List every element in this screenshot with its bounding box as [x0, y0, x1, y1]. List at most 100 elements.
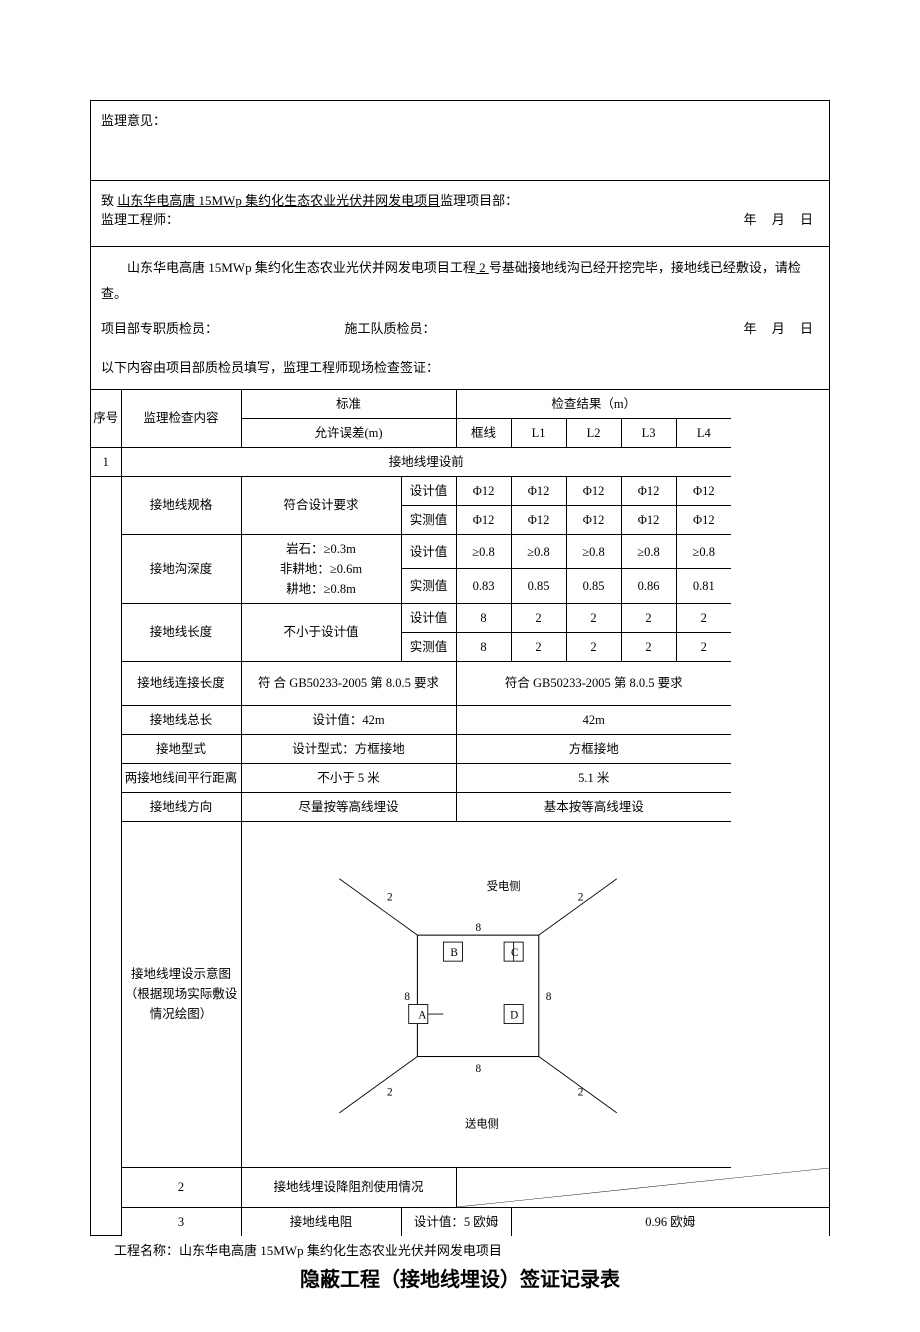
dir-result: 基本按等高线埋设 [456, 792, 731, 821]
spec-d-4: Φ12 [676, 476, 731, 505]
conn-result: 符合 GB50233-2005 第 8.0.5 要求 [456, 661, 731, 705]
depth-d-1: ≥0.8 [511, 534, 566, 569]
node-b: B [450, 947, 458, 959]
seq-blank [91, 476, 121, 1236]
edge-bottom: 8 [475, 1063, 481, 1075]
opinion-label: 监理意见： [101, 113, 166, 128]
spec-m-4: Φ12 [676, 505, 731, 534]
row-2-label: 接地线埋设降阻剂使用情况 [241, 1167, 456, 1207]
addressee-section: 致 山东华电高唐 15MWp 集约化生态农业光伏并网发电项目监理项目部： 监理工… [91, 181, 829, 247]
col-content: 监理检查内容 [121, 390, 241, 448]
to-suffix: 监理项目部： [440, 193, 518, 208]
conn-std: 符 合 GB50233-2005 第 8.0.5 要求 [241, 661, 456, 705]
body-prefix: 山东华电高唐 15MWp 集约化生态农业光伏并网发电项目工程 [127, 260, 476, 275]
row-1: 1 接地线埋设前 [91, 447, 829, 476]
col-l4: L4 [676, 418, 731, 447]
spec-label: 接地线规格 [121, 476, 241, 534]
seq-3: 3 [121, 1207, 241, 1236]
type-label: 接地型式 [121, 734, 241, 763]
date-field-2: 年 月 日 [743, 317, 819, 342]
depth-d-3: ≥0.8 [621, 534, 676, 569]
edge-left: 8 [404, 991, 410, 1003]
depth-d-4: ≥0.8 [676, 534, 731, 569]
diagram-cell: A B C D 8 8 8 8 2 2 2 2 受电侧 送电侧 [241, 821, 731, 1167]
row-3-label: 接地线电阻 [241, 1207, 401, 1236]
row-1-label: 接地线埋设前 [121, 447, 731, 476]
conn-row: 接地线连接长度 符 合 GB50233-2005 第 8.0.5 要求 符合 G… [91, 661, 829, 705]
len-d-0: 8 [456, 603, 511, 632]
edge-right: 8 [545, 991, 551, 1003]
to-prefix: 致 [101, 193, 117, 208]
team-inspector-label: 施工队质检员： [345, 321, 436, 336]
diag-tl-label: 2 [387, 891, 393, 903]
top-side-label: 受电侧 [486, 880, 520, 893]
len-m-4: 2 [676, 632, 731, 661]
body-underline: 2 [476, 260, 489, 275]
request-section: 山东华电高唐 15MWp 集约化生态农业光伏并网发电项目工程 2 号基础接地线沟… [91, 247, 829, 389]
meas-label-2: 实测值 [401, 569, 456, 604]
col-standard: 标准 [241, 390, 456, 419]
type-std: 设计型式：方框接地 [241, 734, 456, 763]
depth-m-1: 0.85 [511, 569, 566, 604]
engineer-label: 监理工程师： [101, 212, 179, 227]
conn-label: 接地线连接长度 [121, 661, 241, 705]
diag-br-label: 2 [577, 1086, 583, 1098]
spec-d-2: Φ12 [566, 476, 621, 505]
depth-std: 岩石：≥0.3m 非耕地：≥0.6m 耕地：≥0.8m [241, 534, 401, 603]
parallel-row: 两接地线间平行距离 不小于 5 米 5.1 米 [91, 763, 829, 792]
row-3: 3 接地线电阻 设计值：5 欧姆 0.96 欧姆 [91, 1207, 829, 1236]
spec-m-2: Φ12 [566, 505, 621, 534]
col-l1: L1 [511, 418, 566, 447]
col-result: 检查结果（m） [456, 390, 731, 419]
depth-m-2: 0.85 [566, 569, 621, 604]
diag-tl [339, 879, 417, 935]
length-label: 接地线长度 [121, 603, 241, 661]
header-row-1: 序号 监理检查内容 标准 检查结果（m） [91, 390, 829, 419]
diag-bl-label: 2 [387, 1086, 393, 1098]
design-label: 设计值 [401, 476, 456, 505]
total-std: 设计值：42m [241, 705, 456, 734]
len-m-3: 2 [621, 632, 676, 661]
spec-d-3: Φ12 [621, 476, 676, 505]
depth-d-0: ≥0.8 [456, 534, 511, 569]
len-d-1: 2 [511, 603, 566, 632]
parallel-std: 不小于 5 米 [241, 763, 456, 792]
spec-row-design: 接地线规格 符合设计要求 设计值 Φ12 Φ12 Φ12 Φ12 Φ12 [91, 476, 829, 505]
len-d-2: 2 [566, 603, 621, 632]
dir-std: 尽量按等高线埋设 [241, 792, 456, 821]
form-container: 监理意见： 致 山东华电高唐 15MWp 集约化生态农业光伏并网发电项目监理项目… [90, 100, 830, 1236]
spec-std: 符合设计要求 [241, 476, 401, 534]
meas-label: 实测值 [401, 505, 456, 534]
fill-note: 以下内容由项目部质检员填写，监理工程师现场检查签证： [101, 360, 439, 375]
diag-bl [339, 1056, 417, 1112]
len-m-2: 2 [566, 632, 621, 661]
spec-m-1: Φ12 [511, 505, 566, 534]
total-row: 接地线总长 设计值：42m 42m [91, 705, 829, 734]
diag-br [538, 1056, 616, 1112]
row-2: 2 接地线埋设降阻剂使用情况 [91, 1167, 829, 1207]
row-3-std: 设计值：5 欧姆 [401, 1207, 511, 1236]
spec-m-0: Φ12 [456, 505, 511, 534]
spec-d-1: Φ12 [511, 476, 566, 505]
length-row-design: 接地线长度 不小于设计值 设计值 8 2 2 2 2 [91, 603, 829, 632]
total-result: 42m [456, 705, 731, 734]
col-tolerance: 允许误差(m) [241, 418, 456, 447]
length-std: 不小于设计值 [241, 603, 401, 661]
seq-1: 1 [91, 447, 121, 476]
node-d: D [510, 1009, 518, 1021]
col-frame: 框线 [456, 418, 511, 447]
grounding-diagram: A B C D 8 8 8 8 2 2 2 2 受电侧 送电侧 [244, 826, 730, 1157]
depth-m-4: 0.81 [676, 569, 731, 604]
dir-label: 接地线方向 [121, 792, 241, 821]
spec-d-0: Φ12 [456, 476, 511, 505]
bottom-side-label: 送电侧 [465, 1116, 499, 1130]
col-l3: L3 [621, 418, 676, 447]
node-a: A [418, 1009, 427, 1021]
len-m-0: 8 [456, 632, 511, 661]
len-m-1: 2 [511, 632, 566, 661]
depth-d-2: ≥0.8 [566, 534, 621, 569]
opinion-section: 监理意见： [91, 101, 829, 181]
row-3-result: 0.96 欧姆 [511, 1207, 829, 1236]
footer-title: 隐蔽工程（接地线埋设）签证记录表 [90, 1263, 830, 1292]
total-label: 接地线总长 [121, 705, 241, 734]
